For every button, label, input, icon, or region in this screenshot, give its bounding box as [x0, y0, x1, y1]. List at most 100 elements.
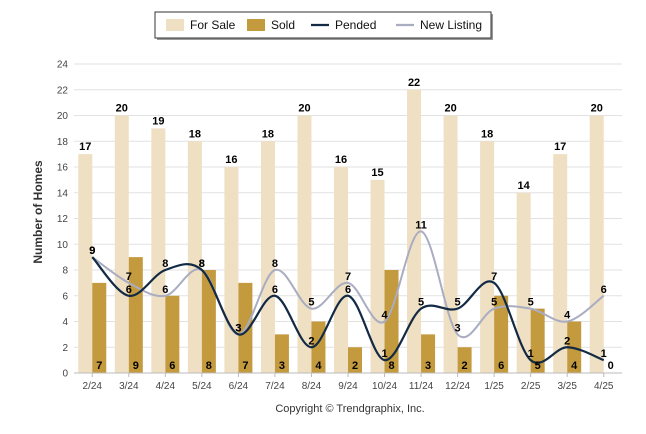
data-label-pended: 5: [418, 297, 424, 309]
data-label-for-sale: 16: [335, 154, 347, 166]
data-label-new-listing: 6: [162, 284, 168, 296]
data-label-sold: 6: [498, 360, 504, 372]
data-label-pended: 8: [162, 258, 168, 270]
data-label-for-sale: 20: [444, 103, 456, 115]
data-label-pended: 6: [345, 284, 351, 296]
data-label-for-sale: 17: [554, 141, 566, 153]
bar-for-sale: [516, 192, 531, 373]
x-tick-label: 2/24: [83, 381, 103, 392]
bar-sold: [384, 270, 399, 373]
data-label-new-listing: 9: [89, 245, 95, 257]
legend-label-pended: Pended: [335, 18, 376, 32]
data-label-pended: 5: [455, 297, 461, 309]
y-tick-label: 12: [57, 214, 69, 225]
y-tick-label: 0: [62, 369, 68, 380]
bar-for-sale: [334, 167, 348, 373]
x-tick-label: 1/25: [484, 381, 504, 392]
data-label-for-sale: 17: [79, 141, 91, 153]
x-tick-label: 10/24: [372, 381, 397, 392]
legend-label-new-listing: New Listing: [420, 18, 482, 32]
legend-label-for-sale: For Sale: [190, 18, 236, 32]
data-label-new-listing: 8: [272, 258, 278, 270]
bar-sold: [128, 257, 143, 373]
data-label-new-listing: 7: [126, 271, 132, 283]
y-tick-label: 22: [57, 85, 69, 96]
data-label-pended: 1: [381, 348, 387, 360]
bar-for-sale: [78, 154, 93, 373]
data-label-new-listing: 4: [381, 310, 388, 322]
y-tick-label: 8: [62, 266, 68, 277]
y-tick-label: 2: [62, 343, 68, 354]
data-label-for-sale: 14: [518, 180, 531, 192]
data-label-new-listing: 5: [308, 297, 314, 309]
data-label-sold: 6: [169, 360, 175, 372]
data-label-for-sale: 16: [225, 154, 237, 166]
x-tick-label: 11/24: [409, 381, 434, 392]
data-label-sold: 5: [535, 360, 541, 372]
y-tick-label: 16: [57, 163, 69, 174]
legend-label-sold: Sold: [271, 18, 295, 32]
x-tick-label: 3/25: [557, 381, 577, 392]
x-tick-label: 5/24: [192, 381, 212, 392]
bar-for-sale: [553, 154, 568, 373]
bar-sold: [494, 295, 509, 373]
y-axis-title: Number of Homes: [31, 160, 45, 264]
data-label-for-sale: 18: [481, 128, 493, 140]
data-label-for-sale: 15: [371, 167, 383, 179]
bar-for-sale: [151, 128, 166, 373]
data-label-sold: 3: [279, 360, 285, 372]
lines: [91, 230, 605, 364]
bar-for-sale: [443, 115, 458, 373]
data-label-pended: 8: [199, 258, 205, 270]
x-tick-label: 7/24: [265, 381, 285, 392]
data-label-new-listing: 7: [345, 271, 351, 283]
data-label-pended: 9: [89, 245, 95, 257]
data-label-sold: 0: [608, 360, 614, 372]
data-label-for-sale: 19: [152, 115, 164, 127]
x-tick-label: 4/24: [156, 381, 176, 392]
data-label-pended: 6: [272, 284, 278, 296]
bar-sold: [201, 270, 216, 373]
bar-sold: [92, 282, 107, 373]
x-tick-label: 2/25: [521, 381, 541, 392]
data-label-sold: 2: [462, 360, 468, 372]
data-label-pended: 2: [308, 335, 314, 347]
data-label-for-sale: 18: [189, 128, 201, 140]
x-tick-label: 9/24: [338, 381, 358, 392]
bar-sold: [530, 308, 545, 373]
data-label-pended: 3: [235, 322, 241, 334]
bars: [78, 89, 604, 373]
bar-for-sale: [260, 141, 275, 373]
data-label-for-sale: 22: [408, 77, 420, 89]
bar-sold: [274, 334, 289, 373]
data-label-new-listing: 5: [528, 297, 534, 309]
bar-for-sale: [224, 167, 239, 373]
data-label-sold: 9: [133, 360, 139, 372]
bar-for-sale: [114, 115, 129, 373]
x-tick-label: 12/24: [445, 381, 470, 392]
line-pended: [91, 256, 605, 364]
data-label-new-listing: 8: [199, 258, 205, 270]
y-tick-label: 18: [57, 137, 69, 148]
data-label-for-sale: 18: [262, 128, 274, 140]
data-label-new-listing: 3: [455, 322, 461, 334]
x-tick-label: 3/24: [119, 381, 139, 392]
y-tick-label: 20: [57, 111, 69, 122]
y-tick-label: 10: [57, 240, 69, 251]
y-tick-label: 24: [57, 60, 69, 71]
copyright-text: Copyright © Trendgraphix, Inc.: [275, 403, 424, 415]
data-label-for-sale: 20: [298, 103, 310, 115]
data-label-sold: 7: [96, 360, 102, 372]
data-label-pended: 2: [564, 335, 570, 347]
bar-for-sale: [589, 115, 604, 373]
legend: For Sale Sold Pended New Listing: [154, 11, 493, 40]
x-tick-label: 4/25: [594, 381, 614, 392]
data-label-sold: 7: [242, 360, 248, 372]
data-label-sold: 8: [206, 360, 212, 372]
x-tick-label: 6/24: [229, 381, 249, 392]
data-label-sold: 8: [388, 360, 394, 372]
data-label-new-listing: 6: [601, 284, 607, 296]
